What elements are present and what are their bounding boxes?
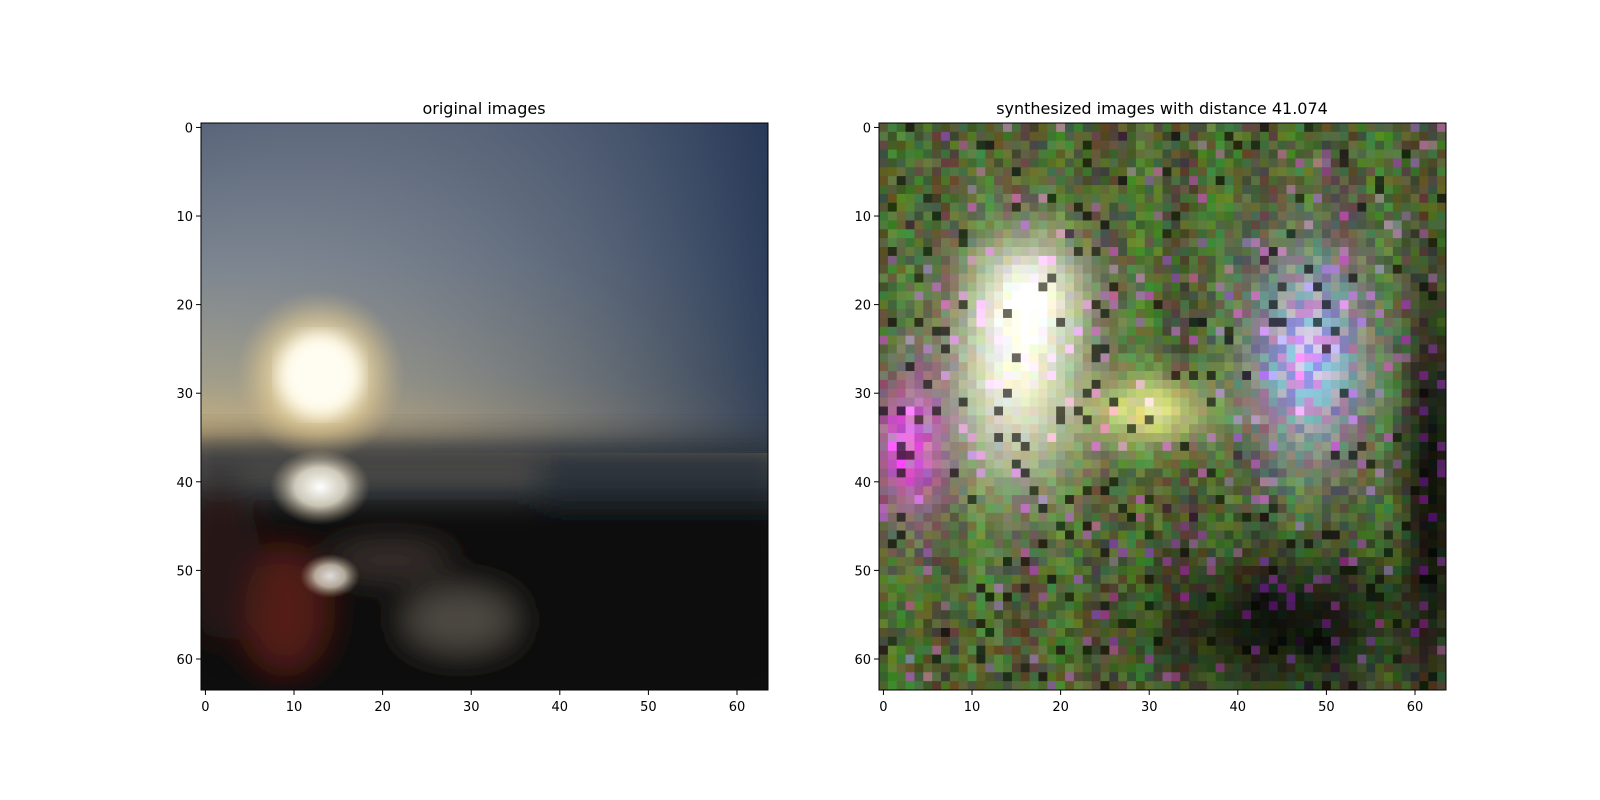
x-tick-label: 50: [1318, 700, 1335, 715]
ticks-original: 0 10 20 30 40 50 60 0 10 20 30 40 50 60: [176, 121, 745, 715]
y-tick-label: 0: [185, 121, 193, 136]
x-tick-label: 40: [552, 700, 569, 715]
y-tick-label: 60: [854, 653, 871, 668]
y-tick-label: 40: [176, 476, 193, 491]
x-tick-label: 30: [463, 700, 480, 715]
chart-title: synthesized images with distance 41.074: [996, 99, 1328, 118]
axes-frame: [878, 122, 1447, 691]
axes-frame: [200, 122, 769, 691]
y-tick-label: 20: [854, 299, 871, 314]
x-tick-label: 60: [729, 700, 746, 715]
y-tick-label: 20: [176, 299, 193, 314]
panel-original: original images 0 10 20 30 40 50 60 0 10 20 30 40 50…: [176, 99, 769, 715]
x-tick-label: 20: [374, 700, 391, 715]
x-tick-label: 20: [1052, 700, 1069, 715]
chart-title: original images: [422, 99, 545, 118]
x-tick-label: 0: [879, 700, 887, 715]
y-tick-label: 10: [176, 210, 193, 225]
x-tick-label: 50: [640, 700, 657, 715]
x-tick-label: 40: [1230, 700, 1247, 715]
x-tick-label: 60: [1407, 700, 1424, 715]
x-tick-label: 10: [964, 700, 981, 715]
y-tick-label: 60: [176, 653, 193, 668]
y-tick-label: 0: [863, 121, 871, 136]
y-tick-label: 10: [854, 210, 871, 225]
x-tick-label: 0: [201, 700, 209, 715]
image-synthesized: [879, 123, 1446, 690]
y-tick-label: 50: [854, 564, 871, 579]
x-tick-label: 30: [1141, 700, 1158, 715]
y-tick-label: 40: [854, 476, 871, 491]
ticks-synthesized: 0 10 20 30 40 50 60 0 10 20 30 40 50 60: [854, 121, 1423, 715]
y-tick-label: 30: [854, 387, 871, 402]
panel-synthesized: synthesized images with distance 41.074 …: [854, 99, 1447, 715]
image-original: [201, 123, 768, 690]
x-tick-label: 10: [286, 700, 303, 715]
y-tick-label: 50: [176, 564, 193, 579]
y-tick-label: 30: [176, 387, 193, 402]
